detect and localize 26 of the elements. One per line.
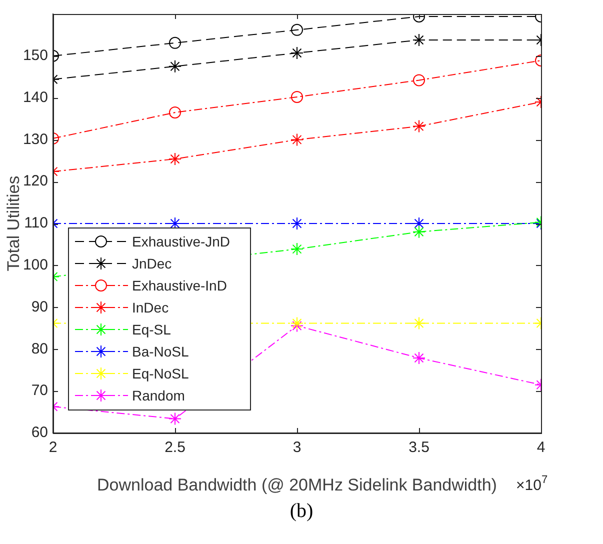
x-tick-label: 3.5 xyxy=(408,439,430,456)
y-tick-label: 150 xyxy=(22,47,48,64)
y-tick-label: 140 xyxy=(22,88,48,106)
y-tick-label: 110 xyxy=(24,214,48,232)
y-tick-label: 70 xyxy=(31,382,48,400)
y-tick-label: 80 xyxy=(31,340,48,358)
y-tick-label: 130 xyxy=(22,130,48,148)
y-tick-label: 120 xyxy=(22,172,48,190)
x-tick-label: 4 xyxy=(536,439,546,456)
legend-label: Eq-NoSL xyxy=(132,365,190,382)
legend-label: Eq-SL xyxy=(132,321,172,338)
x-axis-title: Download Bandwidth (@ 20MHz Sidelink Bandwidth) xyxy=(97,475,497,494)
legend-label: JnDec xyxy=(132,255,172,272)
x-tick-label: 2 xyxy=(48,439,58,456)
legend-label: Exhaustive-InD xyxy=(132,277,227,294)
y-tick-label: 90 xyxy=(31,298,48,316)
y-axis-title: Total Utilities xyxy=(4,176,23,272)
x-tick-label: 2.5 xyxy=(164,439,186,456)
x-tick-label: 3 xyxy=(292,439,302,456)
legend-label: Exhaustive-JnD xyxy=(132,233,230,250)
y-tick-label: 60 xyxy=(31,424,48,442)
legend-label: InDec xyxy=(132,299,169,316)
text: (b) xyxy=(288,500,314,523)
legend-label: Ba-NoSL xyxy=(132,343,190,360)
y-tick-label: 100 xyxy=(22,256,48,274)
legend-label: Random xyxy=(132,387,185,404)
